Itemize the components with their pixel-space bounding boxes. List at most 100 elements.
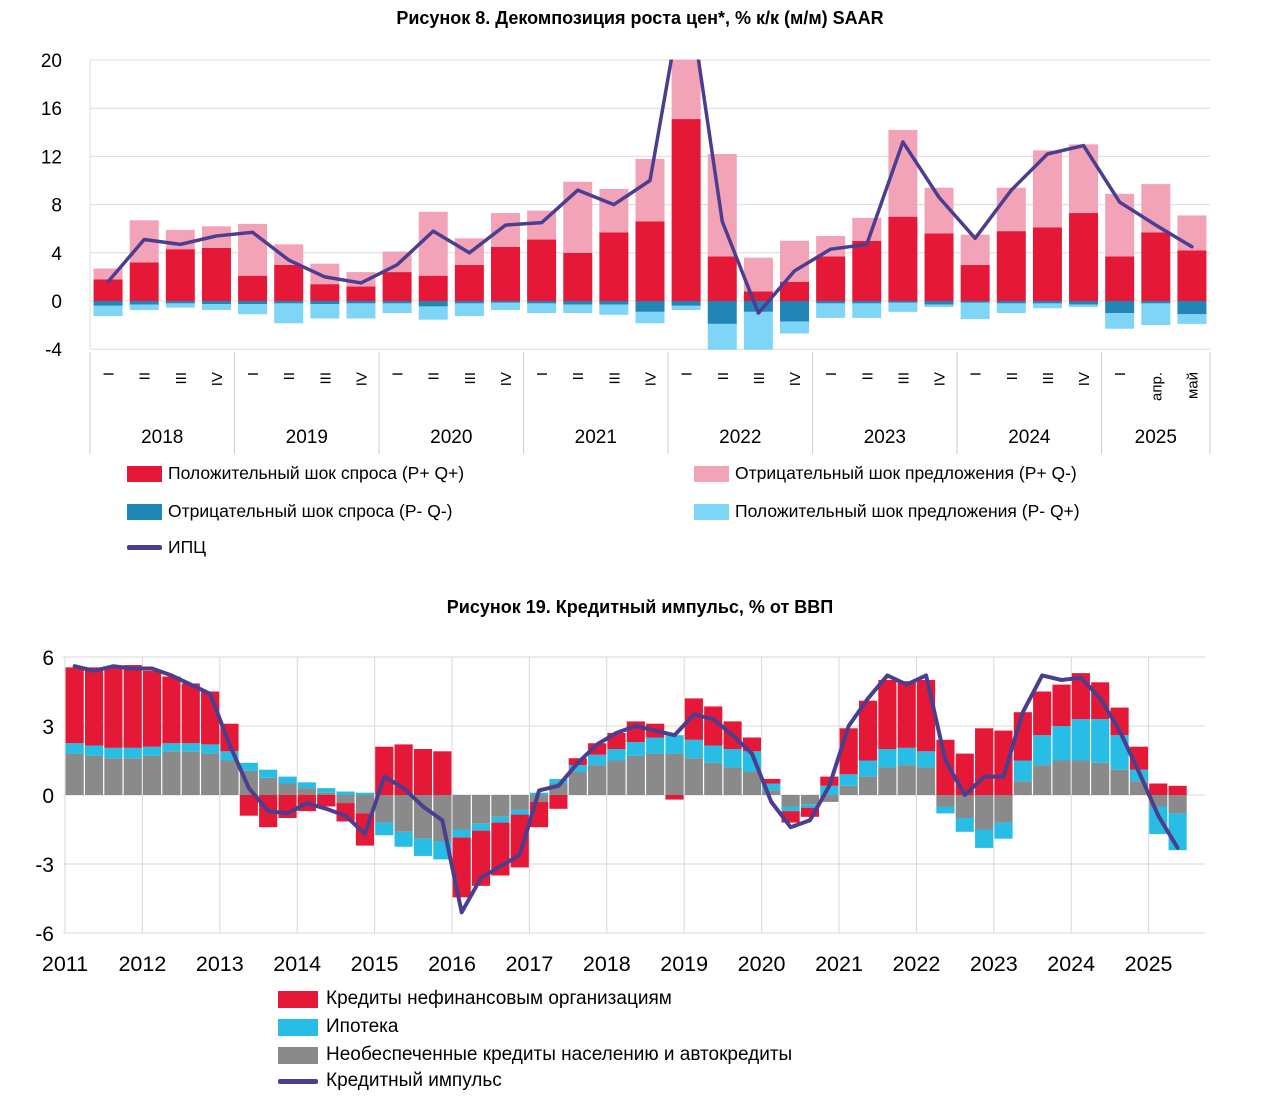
bar-demand-positive <box>310 284 340 301</box>
bar-segment <box>1149 783 1168 795</box>
bar-segment <box>278 783 297 795</box>
y-axis-tick: 0 <box>42 785 54 808</box>
bars-layer <box>65 665 1187 898</box>
bar-segment <box>317 788 336 793</box>
bar-segment <box>897 765 916 795</box>
bar-supply-positive <box>490 302 520 311</box>
bar-segment <box>104 747 123 759</box>
bar-demand-negative <box>635 301 665 312</box>
bar-segment <box>143 670 162 747</box>
quarter-label: II <box>281 372 298 380</box>
x-axis-year-labels: 2011 2012 2013 2014 2015 2016 2017 2018 2019 2020… <box>42 952 1173 976</box>
bar-supply-positive <box>1141 303 1171 326</box>
bar-supply-positive <box>780 321 810 334</box>
bar-segment <box>723 749 742 768</box>
bar-segment <box>143 746 162 756</box>
bar-demand-negative <box>1177 301 1207 315</box>
bar-segment <box>975 795 994 830</box>
legend-item: Положительный шок предложения (P- Q+) <box>694 501 1080 522</box>
bar-segment <box>607 760 626 795</box>
quarter-label: I <box>1112 372 1129 376</box>
bar-segment <box>181 683 200 744</box>
legend-swatch <box>278 990 318 1008</box>
bar-demand-negative <box>527 301 557 304</box>
bar-supply-positive <box>201 304 231 311</box>
quarter-label: III <box>173 372 190 385</box>
bar-supply-positive <box>816 303 846 318</box>
bar-segment <box>588 743 607 755</box>
bar-segment <box>684 758 703 795</box>
bar-demand-positive <box>165 249 195 301</box>
y-axis-tick: 4 <box>51 244 62 265</box>
bar-segment <box>704 745 723 763</box>
bar-demand-positive <box>1177 250 1207 301</box>
bar-supply-positive <box>635 311 665 324</box>
legend-swatch <box>278 1046 318 1064</box>
year-label: 2024 <box>1047 952 1095 976</box>
bar-segment <box>1071 719 1090 761</box>
bar-supply-positive <box>310 304 340 319</box>
bar-segment <box>704 762 723 795</box>
bar-segment <box>65 667 84 744</box>
legend-line-swatch <box>127 545 162 550</box>
quarter-label: I <box>823 372 840 376</box>
bar-supply-negative <box>599 188 629 233</box>
quarter-label: I <box>679 372 696 376</box>
bar-demand-positive <box>671 119 701 301</box>
bar-segment <box>588 754 607 766</box>
bar-segment <box>201 744 220 754</box>
bars-layer <box>93 59 1207 350</box>
bar-segment <box>1110 769 1129 795</box>
bar-segment <box>162 743 181 752</box>
quarter-label: III <box>462 372 479 385</box>
bar-demand-negative <box>924 301 954 305</box>
bar-supply-positive <box>1177 314 1207 324</box>
legend-label: ИПЦ <box>168 537 207 557</box>
bar-segment <box>781 811 800 823</box>
bar-segment <box>220 760 239 795</box>
bar-segment <box>201 753 220 795</box>
bar-demand-negative <box>201 301 231 305</box>
bar-supply-negative <box>671 59 701 120</box>
bar-supply-negative <box>274 244 304 265</box>
year-label: 2025 <box>1125 952 1173 976</box>
bar-supply-negative <box>816 235 846 257</box>
bar-segment <box>239 762 258 771</box>
bar-segment <box>491 816 510 823</box>
bar-demand-positive <box>852 240 882 301</box>
bar-supply-positive <box>599 304 629 315</box>
bar-segment <box>626 742 645 756</box>
y-axis-tick: 8 <box>51 196 62 217</box>
bar-demand-positive <box>382 272 412 301</box>
bar-segment <box>394 831 413 847</box>
bar-demand-negative <box>310 301 340 305</box>
bar-supply-positive <box>527 303 557 314</box>
year-label: 2023 <box>864 427 906 448</box>
bar-demand-positive <box>599 232 629 301</box>
bar-supply-positive <box>924 304 954 308</box>
bar-segment <box>413 795 433 839</box>
year-label: 2017 <box>505 952 553 976</box>
figure8-title: Рисунок 8. Декомпозиция роста цен*, % к/… <box>396 8 884 28</box>
bar-segment <box>936 795 955 807</box>
bar-segment <box>723 767 742 795</box>
bar-segment <box>975 829 994 848</box>
bar-supply-positive <box>418 306 448 320</box>
bar-supply-negative <box>1069 144 1099 214</box>
bar-segment <box>646 737 665 754</box>
bar-segment <box>452 829 471 838</box>
quarter-label: I <box>390 372 407 376</box>
quarter-label: I <box>101 372 118 376</box>
bar-demand-positive <box>996 231 1026 301</box>
year-label: 2016 <box>428 952 476 976</box>
bar-segment <box>1149 795 1168 807</box>
legend-swatch <box>127 503 162 520</box>
figure19-title: Рисунок 19. Кредитный импульс, % от ВВП <box>446 597 834 617</box>
bar-demand-positive <box>527 239 557 301</box>
legend-item: Необеспеченные кредиты населению и авток… <box>278 1044 792 1066</box>
bar-segment <box>471 830 491 886</box>
bar-demand-positive <box>454 264 484 301</box>
y-axis-tick: 12 <box>41 147 62 168</box>
